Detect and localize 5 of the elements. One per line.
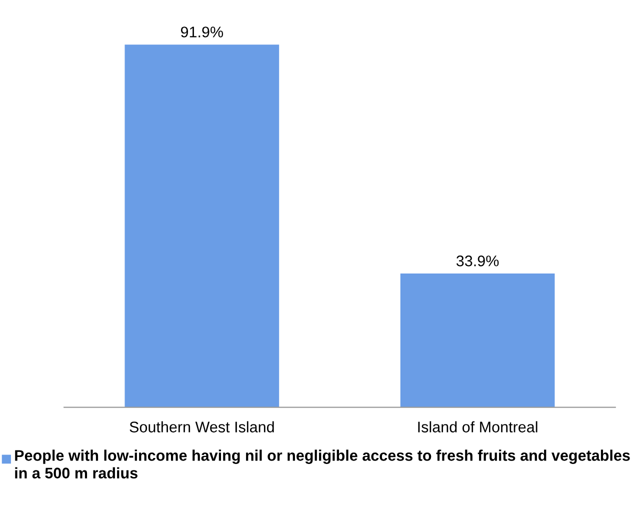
data-label: 91.9% — [180, 26, 224, 38]
x-tick-label: Island of Montreal — [418, 421, 538, 432]
legend-label: People with low-income having nil or negligible access to fresh fruits and vegetables in a 500 m radius — [15, 450, 630, 478]
x-tick-label: Southern West Island — [130, 421, 274, 432]
data-label: 33.9% — [456, 256, 499, 266]
